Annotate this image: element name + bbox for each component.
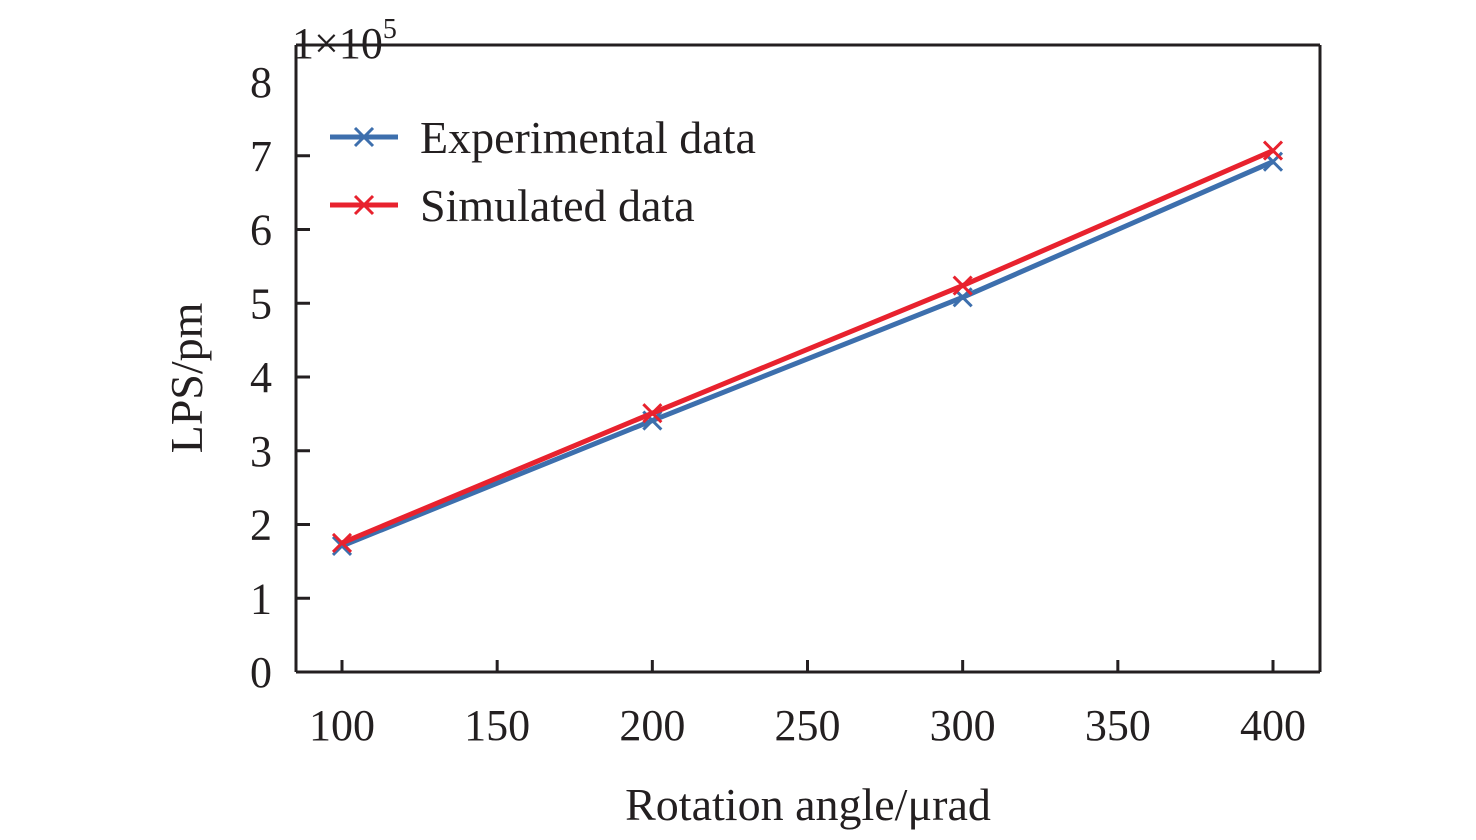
x-tick-label: 400 (1240, 701, 1306, 750)
series-line (341, 159, 1275, 549)
series-line (341, 148, 1274, 546)
y-tick-label: 4 (250, 353, 272, 402)
y-axis-ticks: 0 1 2 3 4 5 6 7 8 (250, 58, 310, 697)
x-tick-label: 250 (775, 701, 841, 750)
x-tick-label: 200 (619, 701, 685, 750)
y-multiplier-exponent: 5 (383, 14, 397, 45)
series-simulated-data (331, 140, 1284, 553)
x-axis-ticks: 100 150 200 250 300 350 400 (309, 660, 1306, 750)
legend-label: Experimental data (420, 112, 756, 163)
y-multiplier-base: 1×10 (292, 19, 383, 68)
x-tick-label: 350 (1085, 701, 1151, 750)
y-tick-label: 0 (250, 648, 272, 697)
x-tick-label: 100 (309, 701, 375, 750)
x-tick-label: 150 (464, 701, 530, 750)
x-tick-label: 300 (930, 701, 996, 750)
y-axis-title: LPS/pm (161, 302, 212, 453)
series-layer (331, 140, 1284, 556)
y-tick-label: 3 (250, 427, 272, 476)
y-multiplier: 1×105 (292, 14, 397, 68)
data-point (642, 403, 663, 424)
x-axis-title: Rotation angle/μrad (625, 779, 991, 830)
data-point (331, 532, 353, 553)
legend-marker (353, 194, 375, 216)
y-tick-label: 1 (250, 574, 272, 623)
legend-label: Simulated data (420, 180, 695, 231)
legend: Experimental data Simulated data (330, 112, 756, 231)
legend-item: Experimental data (330, 112, 756, 163)
data-point (1262, 140, 1284, 161)
y-tick-label: 5 (250, 279, 272, 328)
y-tick-label: 2 (250, 501, 272, 550)
y-tick-label: 8 (250, 58, 272, 107)
legend-item: Simulated data (330, 180, 695, 231)
y-tick-label: 6 (250, 206, 272, 255)
data-point (952, 275, 973, 296)
legend-marker (353, 126, 375, 148)
y-tick-label: 7 (250, 132, 272, 181)
